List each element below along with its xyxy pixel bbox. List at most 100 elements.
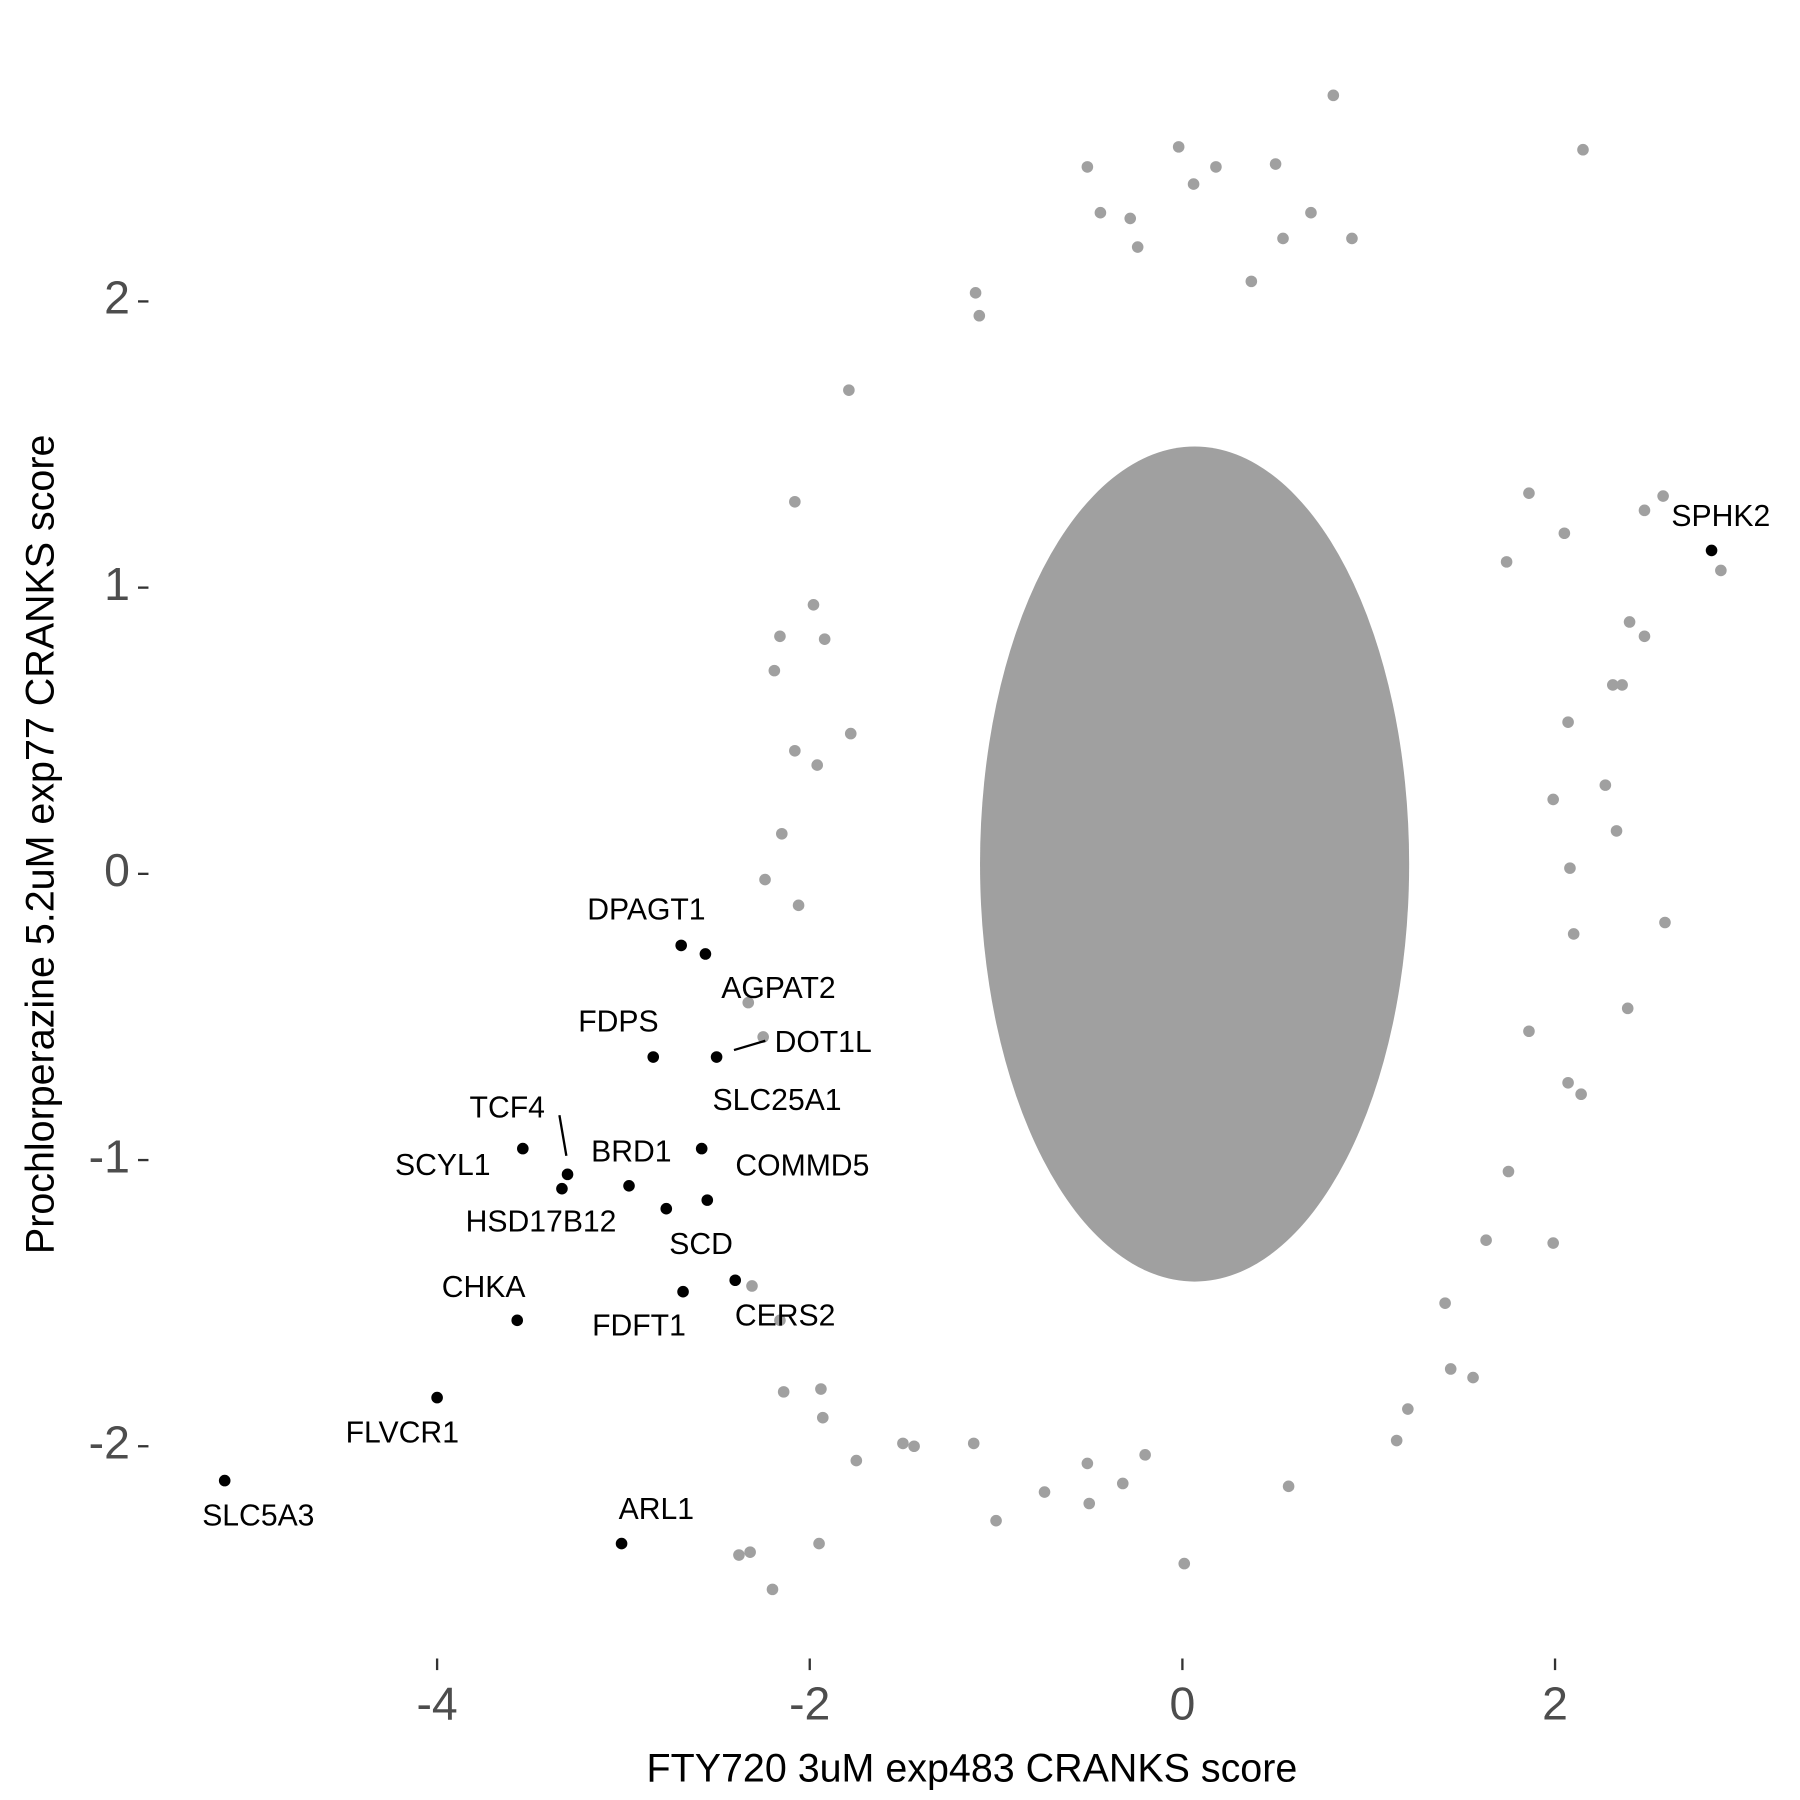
highlight-point xyxy=(1705,544,1718,557)
point xyxy=(1715,564,1727,577)
highlight-point xyxy=(517,1142,529,1155)
point xyxy=(1480,1234,1492,1246)
highlight-point xyxy=(660,1202,673,1215)
point xyxy=(969,287,982,299)
point-label: CERS2 xyxy=(735,1299,836,1332)
point xyxy=(1124,212,1137,225)
point-label: FDFT1 xyxy=(592,1310,686,1343)
point xyxy=(1657,490,1669,502)
highlight-point xyxy=(647,1051,660,1063)
point xyxy=(1139,1449,1151,1461)
point-label: TCF4 xyxy=(470,1091,545,1124)
point-label: AGPAT2 xyxy=(721,972,835,1005)
point xyxy=(1523,487,1535,499)
point-label: DPAGT1 xyxy=(587,894,705,927)
point xyxy=(973,309,986,322)
point-label: SLC5A3 xyxy=(202,1500,314,1533)
x-tick-label: -4 xyxy=(416,1677,457,1729)
y-tick-label: -1 xyxy=(89,1130,130,1182)
point-label: DOT1L xyxy=(775,1026,872,1059)
point xyxy=(1607,679,1619,691)
point-label: ARL1 xyxy=(619,1493,694,1526)
point xyxy=(1623,616,1636,628)
highlight-point xyxy=(556,1182,568,1195)
point-label: HSD17B12 xyxy=(466,1205,617,1238)
point xyxy=(1116,1477,1129,1490)
point xyxy=(1439,1297,1451,1309)
highlight-point xyxy=(677,1285,689,1298)
point xyxy=(1638,630,1651,643)
point xyxy=(1245,275,1258,288)
point xyxy=(1616,679,1628,691)
highlight-point xyxy=(623,1180,635,1192)
point-label: SCD xyxy=(669,1228,733,1261)
point xyxy=(1402,1403,1414,1415)
point-label: COMMD5 xyxy=(735,1150,869,1183)
y-axis-title: Prochlorperazine 5.2uM exp77 CRANKS scor… xyxy=(18,435,62,1254)
point xyxy=(1282,1480,1295,1493)
point xyxy=(844,727,857,740)
point xyxy=(815,1383,827,1395)
y-tick-label: -2 xyxy=(89,1417,130,1469)
point xyxy=(1547,793,1559,806)
highlight-point xyxy=(729,1274,742,1287)
point-label: SCYL1 xyxy=(395,1149,491,1182)
label-leader xyxy=(558,1115,568,1156)
point xyxy=(1269,158,1282,170)
point xyxy=(1083,1497,1096,1510)
point xyxy=(1500,556,1513,568)
point xyxy=(816,1411,829,1424)
x-tick-label: -2 xyxy=(789,1677,830,1729)
point xyxy=(1564,862,1576,874)
point xyxy=(1659,916,1671,929)
point xyxy=(1346,232,1358,245)
point-label: FLVCR1 xyxy=(346,1417,459,1450)
point xyxy=(1575,1088,1587,1101)
highlight-point xyxy=(561,1168,574,1181)
point xyxy=(1187,178,1200,190)
point xyxy=(1547,1237,1559,1249)
x-tick-label: 0 xyxy=(1169,1677,1195,1729)
point xyxy=(1444,1363,1457,1375)
point xyxy=(774,630,786,643)
point xyxy=(818,633,831,645)
point xyxy=(1638,504,1651,517)
point xyxy=(990,1514,1002,1527)
point xyxy=(1567,928,1580,940)
y-tick-label: 2 xyxy=(104,272,130,324)
point-label: BRD1 xyxy=(591,1135,671,1168)
point xyxy=(768,664,781,677)
point xyxy=(807,599,820,611)
point xyxy=(1210,161,1222,173)
label-leader xyxy=(733,1039,766,1052)
dense-point-cloud xyxy=(980,446,1410,1282)
highlight-point xyxy=(511,1314,524,1327)
point xyxy=(1467,1371,1479,1384)
point xyxy=(811,759,824,771)
point xyxy=(1610,825,1623,837)
point-label: SPHK2 xyxy=(1671,500,1770,533)
point xyxy=(1621,1002,1634,1015)
point xyxy=(1523,1025,1535,1038)
highlight-point xyxy=(431,1391,443,1404)
point xyxy=(1172,141,1185,153)
point xyxy=(1577,143,1589,156)
point xyxy=(1390,1434,1403,1447)
x-tick-label: 2 xyxy=(1542,1677,1568,1729)
highlight-point xyxy=(710,1051,723,1063)
point xyxy=(792,899,805,912)
point xyxy=(742,996,755,1009)
highlight-point xyxy=(701,1194,714,1206)
point xyxy=(1305,206,1317,219)
point xyxy=(746,1280,758,1292)
point xyxy=(776,827,788,840)
point xyxy=(908,1440,920,1453)
point xyxy=(789,744,801,757)
point xyxy=(1562,716,1574,728)
point xyxy=(1131,241,1144,253)
point xyxy=(759,873,771,886)
point xyxy=(1327,89,1340,102)
y-tick-label: 0 xyxy=(104,844,130,896)
point xyxy=(774,1314,786,1327)
